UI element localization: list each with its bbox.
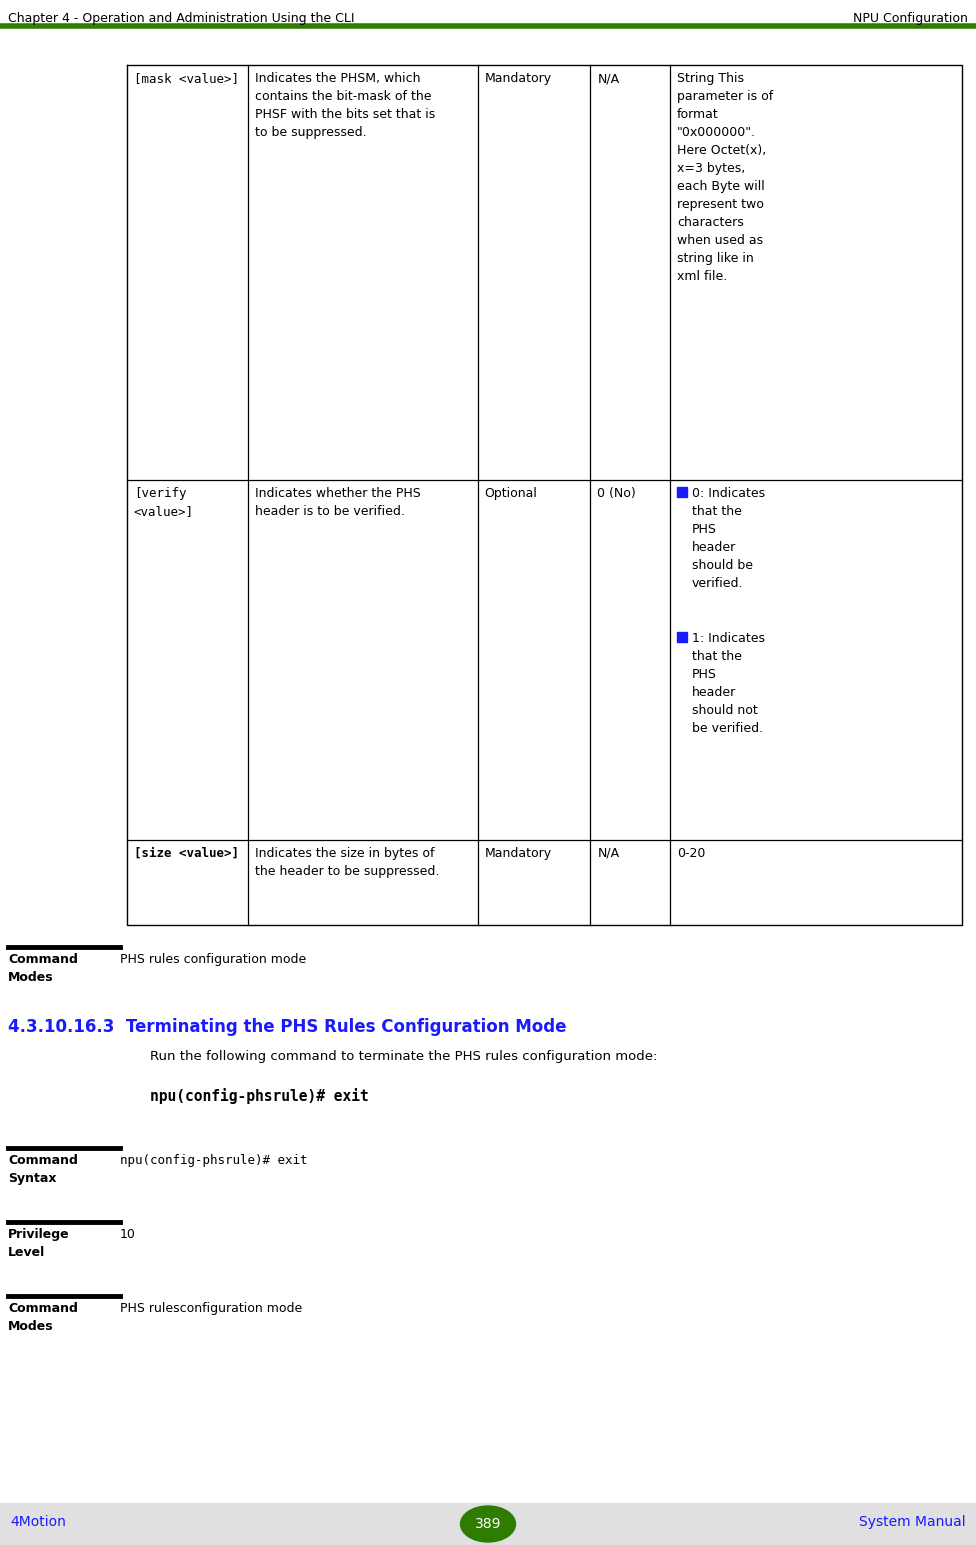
Ellipse shape [461, 1506, 515, 1542]
Text: [size <value>]: [size <value>] [134, 847, 239, 861]
Text: 389: 389 [474, 1517, 502, 1531]
Text: 0: Indicates
that the
PHS
header
should be
verified.: 0: Indicates that the PHS header should … [692, 487, 765, 590]
Text: Modes: Modes [8, 1319, 54, 1333]
Text: Syntax: Syntax [8, 1173, 57, 1185]
Text: Modes: Modes [8, 970, 54, 984]
Text: [mask <value>]: [mask <value>] [134, 73, 239, 85]
Text: Optional: Optional [485, 487, 538, 501]
Text: NPU Configuration: NPU Configuration [853, 12, 968, 25]
Bar [676, 632, 687, 643]
Text: 0-20: 0-20 [676, 847, 705, 861]
Bar [127, 65, 962, 925]
Text: 4.3.10.16.3  Terminating the PHS Rules Configuration Mode: 4.3.10.16.3 Terminating the PHS Rules Co… [8, 1018, 566, 1037]
Text: Privilege: Privilege [8, 1228, 69, 1241]
Text: Indicates the PHSM, which
contains the bit-mask of the
PHSF with the bits set th: Indicates the PHSM, which contains the b… [255, 73, 435, 139]
Text: npu(config-phsrule)# exit: npu(config-phsrule)# exit [150, 1088, 369, 1105]
Text: PHS rules configuration mode: PHS rules configuration mode [120, 953, 306, 966]
Bar [0, 1503, 976, 1545]
Text: Chapter 4 - Operation and Administration Using the CLI: Chapter 4 - Operation and Administration… [8, 12, 354, 25]
Text: Indicates the size in bytes of
the header to be suppressed.: Indicates the size in bytes of the heade… [255, 847, 439, 878]
Text: 0 (No): 0 (No) [597, 487, 636, 501]
Text: 1: Indicates
that the
PHS
header
should not
be verified.: 1: Indicates that the PHS header should … [692, 632, 765, 735]
Bar [676, 487, 687, 497]
Text: Command: Command [8, 1302, 78, 1315]
Text: Mandatory: Mandatory [485, 73, 551, 85]
Text: String This
parameter is of
format
"0x000000".
Here Octet(x),
x=3 bytes,
each By: String This parameter is of format "0x00… [676, 73, 773, 283]
Text: 10: 10 [120, 1228, 136, 1241]
Text: System Manual: System Manual [860, 1516, 966, 1530]
Text: Command: Command [8, 1154, 78, 1166]
Text: 4Motion: 4Motion [10, 1516, 65, 1530]
Text: npu(config-phsrule)# exit: npu(config-phsrule)# exit [120, 1154, 307, 1166]
Text: PHS rulesconfiguration mode: PHS rulesconfiguration mode [120, 1302, 303, 1315]
Text: N/A: N/A [597, 847, 620, 861]
Text: Mandatory: Mandatory [485, 847, 551, 861]
Text: [verify
<value>]: [verify <value>] [134, 487, 194, 518]
Text: N/A: N/A [597, 73, 620, 85]
Text: Command: Command [8, 953, 78, 966]
Text: Level: Level [8, 1245, 45, 1259]
Text: Indicates whether the PHS
header is to be verified.: Indicates whether the PHS header is to b… [255, 487, 421, 518]
Text: Run the following command to terminate the PHS rules configuration mode:: Run the following command to terminate t… [150, 1051, 658, 1063]
